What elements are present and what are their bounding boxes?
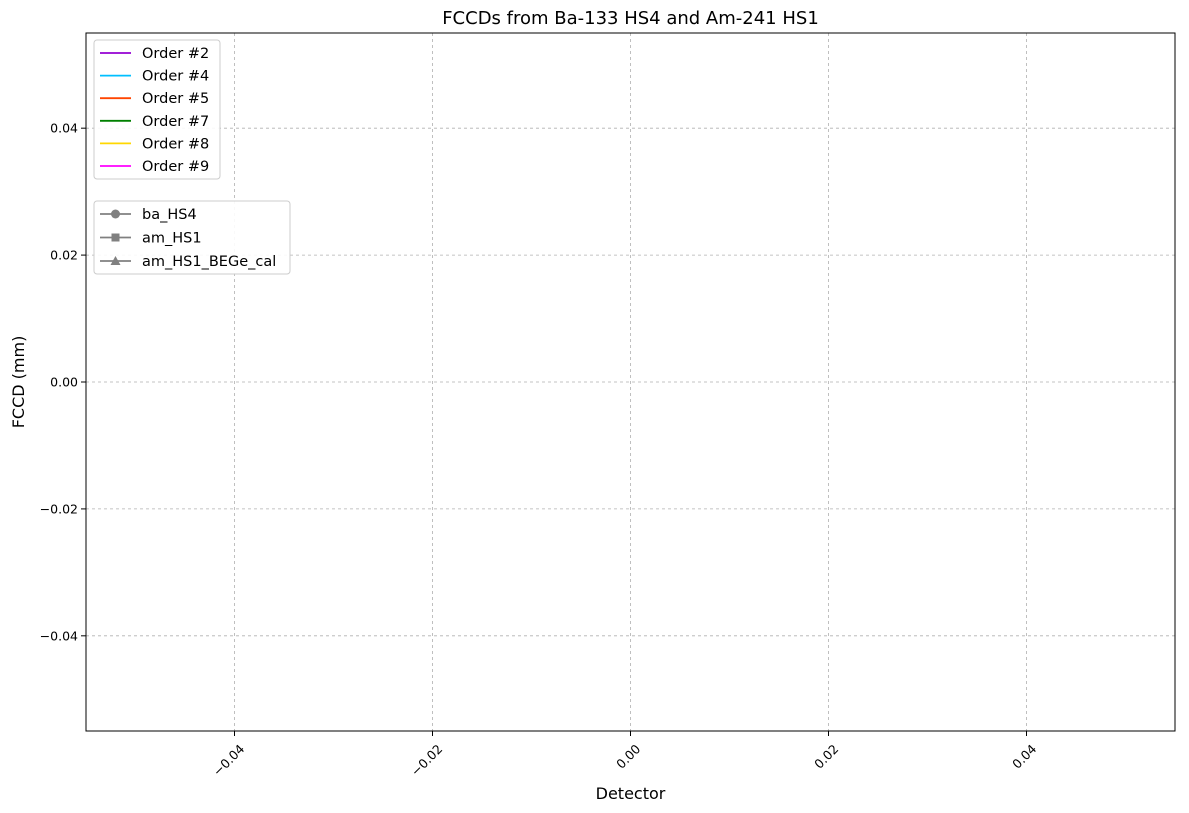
x-tick-label: 0.04 [1009,741,1039,771]
legend-label: Order #4 [142,69,209,85]
y-tick-label: 0.04 [50,121,78,136]
legend-entry: Order #2 [100,46,209,62]
legend-label: Order #5 [142,91,209,107]
legend-entry: Order #7 [100,114,209,130]
circle-marker-icon [111,209,120,219]
legend-entry: am_HS1_BEGe_cal [100,254,276,270]
legend-1: Order #2 Order #4 Order #5 Order #7 Order #8… [93,39,221,180]
legend-label: Order #7 [142,114,209,130]
legend-label: ba_HS4 [142,207,197,223]
y-tick-label: 0.02 [50,248,78,263]
y-tick-label: 0.00 [50,375,78,390]
y-axis-label: FCCD (mm) [9,336,28,429]
legend-2: ba_HS4 am_HS1 am_HS1_BEGe_cal [93,200,291,275]
legend-label: Order #2 [142,46,209,62]
x-tick-label: −0.04 [210,741,248,779]
legend-label: Order #8 [142,136,209,152]
legends: Order #2 Order #4 Order #5 Order #7 Order #8… [93,39,291,275]
legend-frame [93,200,291,275]
y-axis-ticks: −0.04 −0.02 0.00 0.02 0.04 [40,121,86,643]
legend-label: Order #9 [142,159,209,175]
y-tick-label: −0.02 [40,501,78,516]
x-axis-ticks: −0.04 −0.02 0.00 0.02 0.04 [210,731,1039,779]
legend-label: am_HS1_BEGe_cal [142,254,276,270]
triangle-marker-icon [110,256,121,265]
legend-entry: Order #8 [100,136,209,152]
x-tick-label: 0.00 [613,741,643,771]
legend-entry: ba_HS4 [100,207,197,223]
square-marker-icon [111,233,120,242]
legend-entry: am_HS1 [100,231,202,247]
legend-label: am_HS1 [142,231,202,247]
legend-entry: Order #5 [100,91,209,107]
legend-entry: Order #9 [100,159,209,175]
legend-entry: Order #4 [100,69,209,85]
chart-title: FCCDs from Ba-133 HS4 and Am-241 HS1 [442,8,819,29]
x-tick-label: −0.02 [408,741,446,779]
y-tick-label: −0.04 [40,628,78,643]
x-tick-label: 0.02 [811,741,841,771]
x-axis-label: Detector [596,784,666,803]
grid [86,33,1175,731]
